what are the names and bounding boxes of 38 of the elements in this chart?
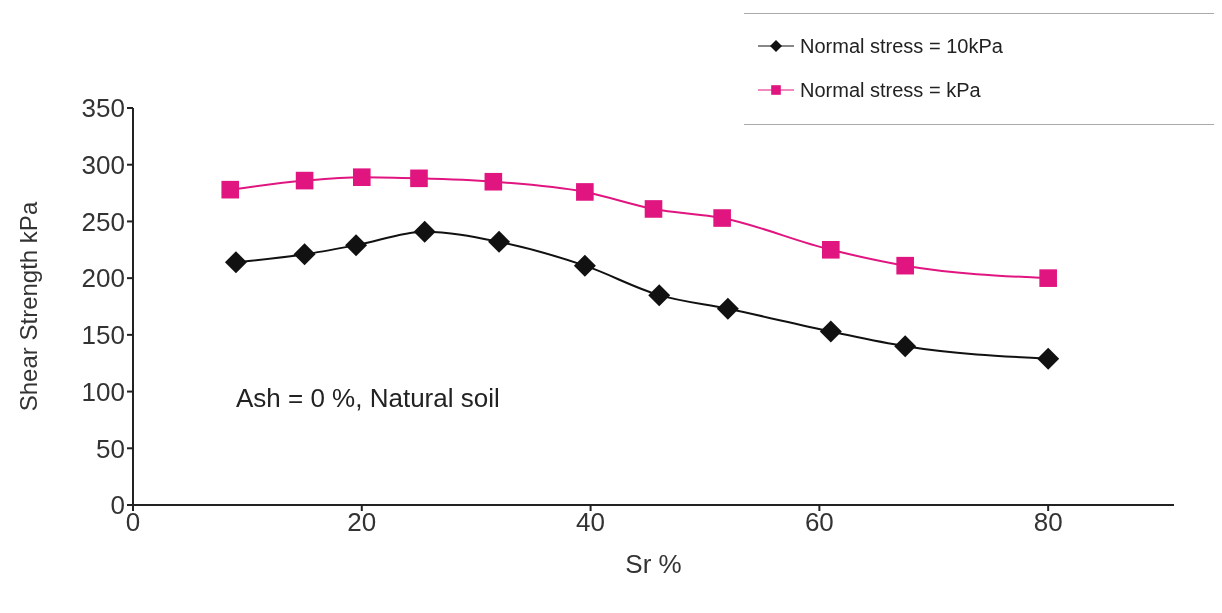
point [713,209,731,227]
y-tick-label: 300 [81,149,125,180]
point [648,284,671,307]
point [413,220,436,243]
y-tick-label: 150 [81,320,125,351]
point [822,240,840,259]
point [221,180,240,199]
point [576,183,594,201]
point [716,297,739,320]
y-tick-label: 50 [96,433,125,464]
x-axis-title: Sr % [625,549,682,579]
point [488,230,511,253]
annotation: Ash = 0 %, Natural soil [236,383,500,414]
point [224,251,247,274]
legend-label: Normal stress = 10kPa [800,34,1003,58]
legend-label: Normal stress = kPa [800,78,981,102]
y-axis-title: Shear Strength kPa [14,201,42,412]
point [295,171,314,190]
y-tick-label: 100 [81,376,125,407]
y-tick-label: 350 [81,93,125,124]
x-tick-label: 80 [1033,507,1063,538]
point [410,169,428,188]
point [896,256,914,275]
x-tick-label: 60 [804,507,834,538]
y-tick-label: 250 [81,206,125,237]
point [345,234,368,257]
point [352,168,371,186]
point [293,243,316,266]
point [1037,347,1060,370]
point [573,254,596,277]
point [894,335,917,358]
point [819,320,842,343]
x-tick-label: 20 [347,507,377,538]
point [644,200,663,218]
y-tick-label: 200 [81,263,125,294]
x-tick-label: 40 [576,507,606,538]
point [484,172,503,191]
point [1039,269,1057,287]
